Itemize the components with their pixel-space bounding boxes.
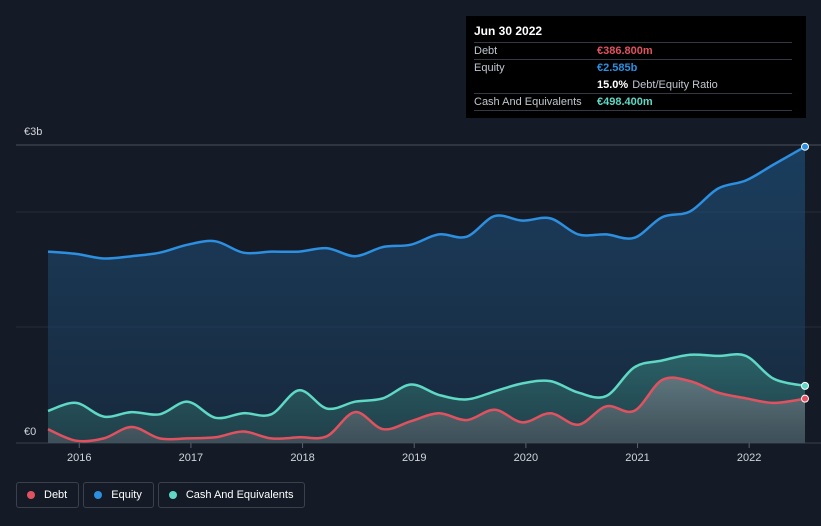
- x-tick-label: 2022: [737, 452, 761, 464]
- x-tick-label: 2019: [402, 452, 426, 464]
- x-tick-label: 2020: [514, 452, 538, 464]
- equity-area: [48, 146, 805, 443]
- debt-line: [47, 376, 806, 443]
- x-tick-label: 2018: [290, 452, 314, 464]
- cash-dot-icon: [168, 491, 177, 499]
- tooltip-date: Jun 30 2022: [474, 24, 543, 38]
- y-tick-label: €0: [24, 426, 36, 438]
- tooltip-cash-label: Cash And Equivalents: [474, 96, 582, 108]
- tooltip-ratio-value: 15.0%: [597, 79, 629, 91]
- tooltip-cash-value: €498.400m: [597, 96, 653, 108]
- legend-debt-label: Debt: [44, 489, 68, 501]
- x-axis-ticks: 2016 2017 2018 2019 2020 2021 2022: [67, 443, 761, 464]
- legend: Debt Equity Cash And Equivalents: [16, 482, 306, 508]
- debt-area: [48, 377, 805, 443]
- tooltip-ratio-row: 15.0% Debt/Equity Ratio: [474, 76, 792, 93]
- legend-item-cash[interactable]: Cash And Equivalents: [157, 482, 306, 508]
- tooltip-debt-row: Debt €386.800m: [474, 42, 792, 59]
- y-axis-ticks: €0 €3b: [24, 126, 42, 438]
- equity-dot-icon: [94, 491, 103, 499]
- legend-item-debt[interactable]: Debt: [16, 482, 80, 508]
- tooltip-equity-label: Equity: [474, 62, 505, 74]
- x-tick-label: 2017: [179, 452, 203, 464]
- legend-cash-label: Cash And Equivalents: [185, 489, 294, 501]
- tooltip-cash-row: Cash And Equivalents €498.400m: [474, 93, 792, 111]
- debt-dot-icon: [27, 491, 35, 499]
- equity-end-marker: [801, 142, 809, 151]
- x-tick-label: 2021: [625, 452, 649, 464]
- cash-end-marker: [801, 381, 809, 390]
- y-tick-label: €3b: [24, 126, 42, 138]
- end-markers: [801, 142, 809, 403]
- tooltip-equity-value: €2.585b: [597, 62, 638, 74]
- tooltip-debt-value: €386.800m: [597, 45, 653, 57]
- legend-equity-label: Equity: [111, 489, 142, 501]
- tooltip: Jun 30 2022 Debt €386.800m Equity €2.585…: [466, 16, 806, 118]
- equity-line: [47, 145, 806, 260]
- tooltip-debt-label: Debt: [474, 45, 498, 57]
- tooltip-ratio-label: Debt/Equity Ratio: [632, 79, 718, 91]
- debt-end-marker: [801, 394, 809, 403]
- legend-item-equity[interactable]: Equity: [83, 482, 154, 508]
- tooltip-equity-row: Equity €2.585b: [474, 59, 792, 76]
- x-tick-label: 2016: [67, 452, 91, 464]
- cash-line: [47, 353, 806, 420]
